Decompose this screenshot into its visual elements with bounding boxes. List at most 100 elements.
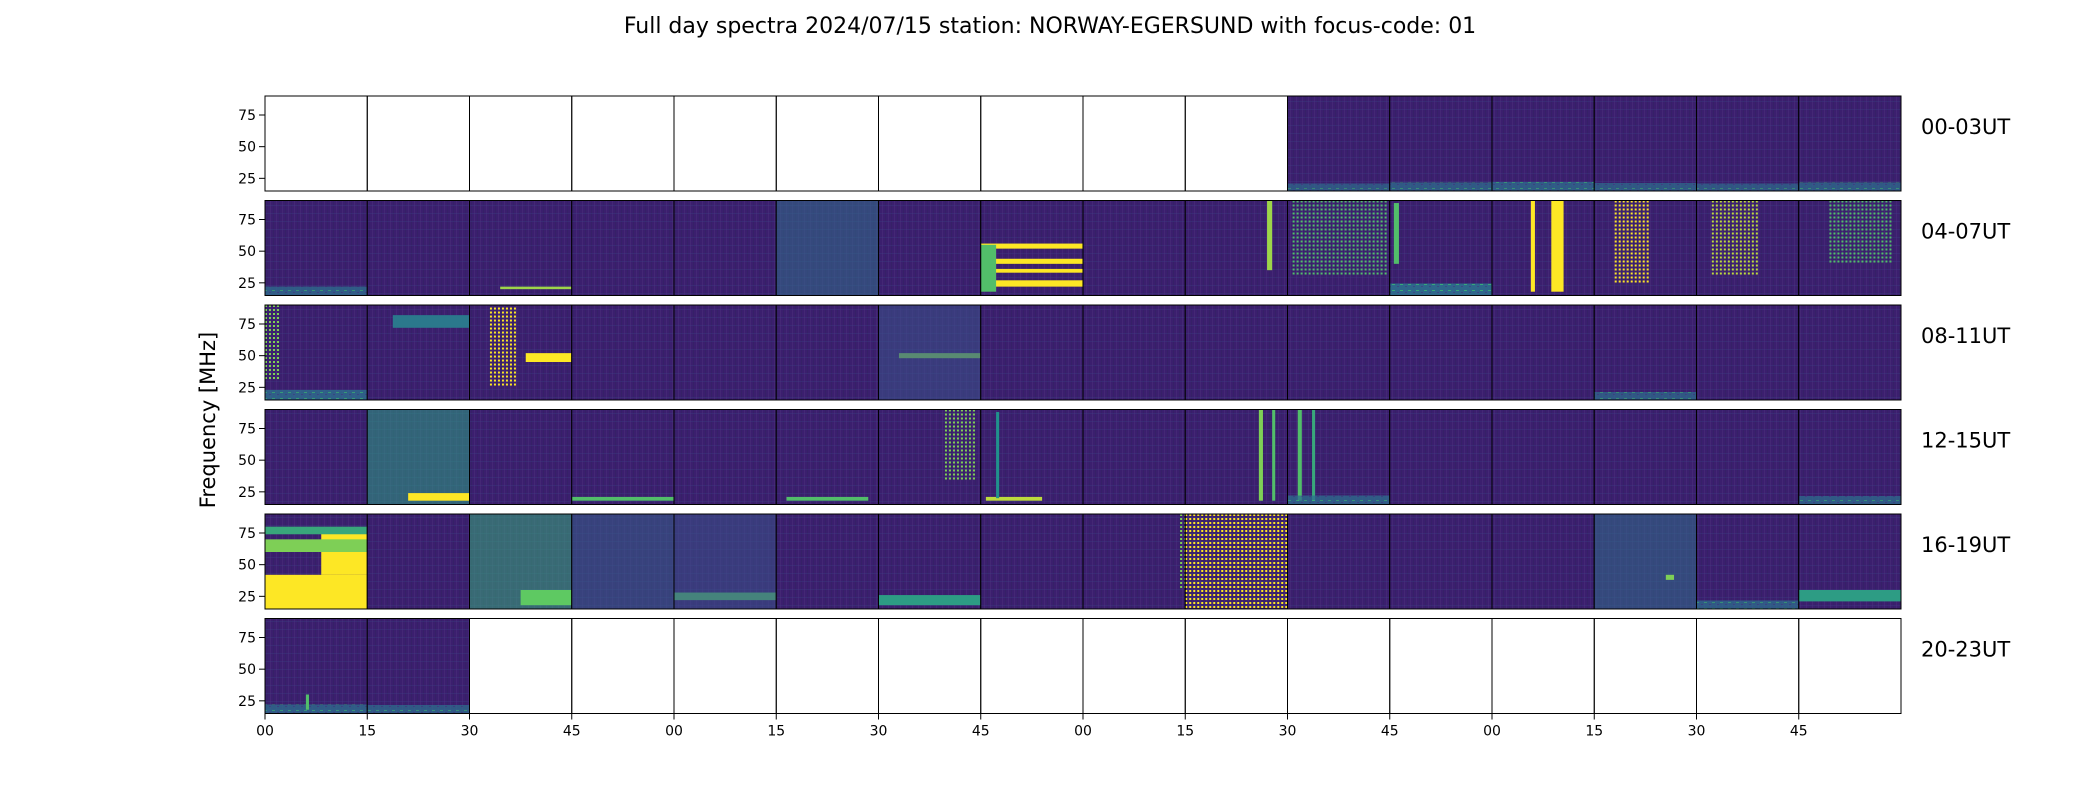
panel-texture: [265, 409, 368, 505]
spectrogram-panel: [1082, 304, 1186, 401]
spectrogram-panel: [878, 618, 982, 714]
spectrogram-panel: [1491, 200, 1595, 296]
burst-event: [1272, 409, 1276, 501]
y-tick-label: 25: [238, 589, 256, 605]
spectrogram-panel: [775, 618, 879, 714]
y-tick-label: 50: [238, 662, 256, 678]
spectrogram-panel: [571, 304, 675, 401]
burst-event: [980, 244, 997, 292]
burst-event: [1297, 409, 1302, 501]
panel-texture: [1389, 96, 1492, 191]
spectrogram-panel: [1082, 409, 1186, 505]
panel-texture: [878, 200, 981, 296]
frequency-band: [265, 526, 368, 535]
low-frequency-noise: [1798, 496, 1901, 505]
frequency-band: [265, 574, 368, 609]
panel-frame: [571, 618, 675, 714]
spectrogram-panel: [1389, 513, 1493, 610]
spectra-row-00-03UT: 75 50 25 00-03UT: [238, 95, 2010, 192]
panel-texture: [674, 200, 777, 296]
panel-texture: [1492, 96, 1595, 191]
spectrogram-panel: [1184, 618, 1288, 714]
panel-texture: [469, 200, 572, 296]
spectra-row-04-07UT: 75 50 25 04-07UT: [238, 200, 2010, 296]
frequency-band: [985, 496, 1043, 501]
panel-frame: [1798, 304, 1902, 401]
interference-pattern: [489, 307, 516, 386]
spectrogram-panel: [878, 200, 982, 296]
panel-texture: [1798, 96, 1901, 191]
y-axis-label: Frequency [MHz]: [196, 332, 220, 508]
broadband-emission: [878, 305, 981, 400]
spectrogram-panel: [1798, 304, 1902, 401]
spectrogram-panel: [1798, 513, 1902, 610]
panel-texture: [1798, 200, 1901, 296]
panel-texture: [1287, 305, 1390, 400]
x-tick-label: 15: [1585, 724, 1603, 740]
spectrogram-panel: [264, 304, 368, 401]
panel-texture: [1185, 409, 1288, 505]
panel-frame: [1798, 95, 1902, 192]
panel-frame: [469, 95, 573, 192]
spectrogram-panel: [1696, 304, 1800, 401]
spectrogram-panel: [1696, 95, 1800, 192]
y-tick-label: 50: [238, 244, 256, 260]
x-tick-label: 30: [870, 724, 888, 740]
time-axis: 00 15 30 45 00 15 30 45 00 15 30 45 00 15 30 45: [256, 713, 1808, 740]
low-frequency-noise: [1798, 182, 1901, 191]
panel-texture: [1696, 200, 1799, 296]
spectrogram-panel: [878, 95, 982, 192]
panel-texture: [1389, 305, 1492, 400]
y-tick-label: 25: [238, 171, 256, 187]
burst-event: [1530, 200, 1535, 292]
spectrogram-panel: [775, 200, 879, 296]
burst-event: [1267, 200, 1273, 271]
spectrogram-panel: [1798, 200, 1902, 296]
panel-texture: [1287, 409, 1390, 505]
spectra-row-20-23UT: 75 50 25 20-23UT: [238, 618, 2010, 714]
panel-texture: [1594, 96, 1697, 191]
panel-texture: [1389, 200, 1492, 296]
spectrogram-panel: [571, 618, 675, 714]
x-tick-label: 00: [256, 724, 274, 740]
spectrogram-panel: [1491, 409, 1595, 505]
frequency-band: [500, 286, 572, 290]
panel-texture: [1389, 514, 1492, 609]
panel-frame: [673, 618, 777, 714]
panel-texture: [571, 409, 674, 505]
spectrogram-panel: [1696, 409, 1800, 505]
burst-event: [1393, 203, 1399, 264]
y-tick-label: 25: [238, 694, 256, 710]
row-label: 20-23UT: [1921, 638, 2010, 662]
spectrogram-panel: [571, 513, 675, 610]
spectrogram-panel: [1593, 409, 1697, 505]
panel-texture: [1492, 409, 1595, 505]
panel-frame: [673, 95, 777, 192]
broadband-emission: [367, 409, 470, 505]
spectrogram-panel: [878, 513, 982, 610]
spectra-row-08-11UT: 75 50 25 08-11UT: [238, 304, 2010, 401]
spectrogram-panel: [264, 409, 368, 505]
spectra-row-12-15UT: 75 50 25 12-15UT: [238, 409, 2010, 505]
panel-frame: [1798, 409, 1902, 505]
chart-title: Full day spectra 2024/07/15 station: NOR…: [624, 14, 1476, 39]
panel-texture: [265, 200, 368, 296]
panel-texture: [1696, 305, 1799, 400]
spectrogram-panel: [673, 409, 777, 505]
panel-texture: [776, 409, 879, 505]
spectrogram-panel: [1389, 200, 1493, 296]
spectrogram-panel: [366, 618, 470, 714]
burst-event: [1551, 200, 1564, 292]
panel-texture: [1594, 305, 1697, 400]
panel-frame: [980, 618, 1084, 714]
spectrogram-panel: [1696, 200, 1800, 296]
panel-frame: [1491, 618, 1595, 714]
panel-texture: [265, 305, 368, 400]
spectrogram-panel: [980, 513, 1084, 610]
panel-frame: [1184, 95, 1288, 192]
spectrogram-panel: [469, 304, 573, 401]
row-label: 16-19UT: [1921, 533, 2010, 557]
spectrogram-panel: [1184, 95, 1288, 192]
frequency-band: [980, 268, 1083, 273]
